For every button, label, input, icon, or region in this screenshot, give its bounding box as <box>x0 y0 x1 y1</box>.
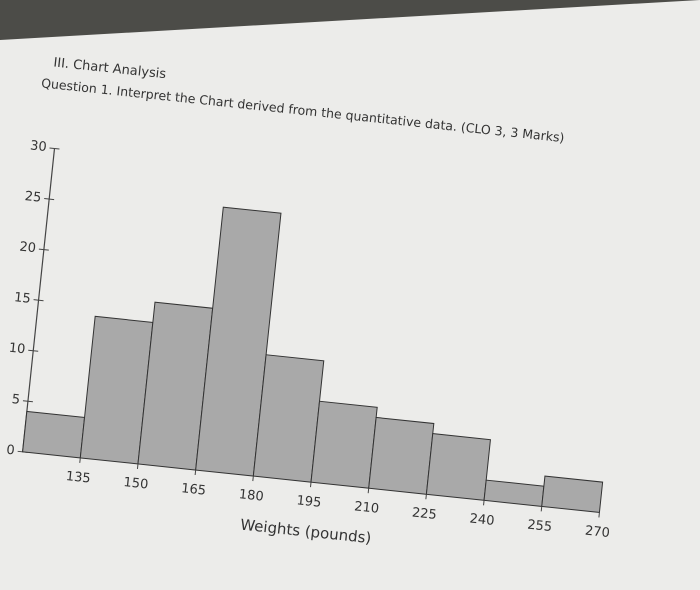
bar <box>22 410 86 459</box>
bar <box>368 416 435 495</box>
x-tick-label: 255 <box>527 518 553 536</box>
y-tick-label: 5 <box>11 392 21 408</box>
y-tick-label: 0 <box>6 443 16 459</box>
x-tick <box>136 463 139 469</box>
x-tick-label: 270 <box>584 524 610 542</box>
y-tick <box>44 198 55 201</box>
y-tick-label: 20 <box>19 240 37 257</box>
x-tick-label: 210 <box>353 499 379 517</box>
x-tick-label: 150 <box>123 475 149 493</box>
y-tick <box>33 299 44 302</box>
bar <box>541 475 604 514</box>
y-tick-label: 25 <box>24 189 42 206</box>
x-tick <box>598 512 600 518</box>
x-tick <box>252 476 254 482</box>
y-tick <box>28 349 39 352</box>
x-tick <box>310 482 312 488</box>
x-tick-label: 165 <box>180 481 206 499</box>
x-tick <box>483 500 485 506</box>
y-tick-label: 10 <box>8 341 26 358</box>
y-tick-label: 30 <box>29 138 47 155</box>
y-tick <box>22 400 33 403</box>
bar <box>425 433 491 501</box>
y-tick-label: 15 <box>13 290 31 307</box>
x-tick <box>425 494 427 500</box>
x-tick-label: 225 <box>411 505 437 523</box>
y-tick <box>49 147 60 150</box>
y-tick <box>38 248 49 251</box>
x-tick <box>540 506 543 512</box>
x-tick-label: 240 <box>469 511 495 529</box>
x-tick <box>367 488 370 494</box>
bar <box>195 206 282 477</box>
x-tick <box>194 469 197 476</box>
x-tick-label: 180 <box>238 487 264 505</box>
bar <box>310 400 378 489</box>
x-tick <box>79 457 81 463</box>
x-tick-label: 195 <box>296 493 322 511</box>
x-tick-label: 135 <box>65 469 91 487</box>
